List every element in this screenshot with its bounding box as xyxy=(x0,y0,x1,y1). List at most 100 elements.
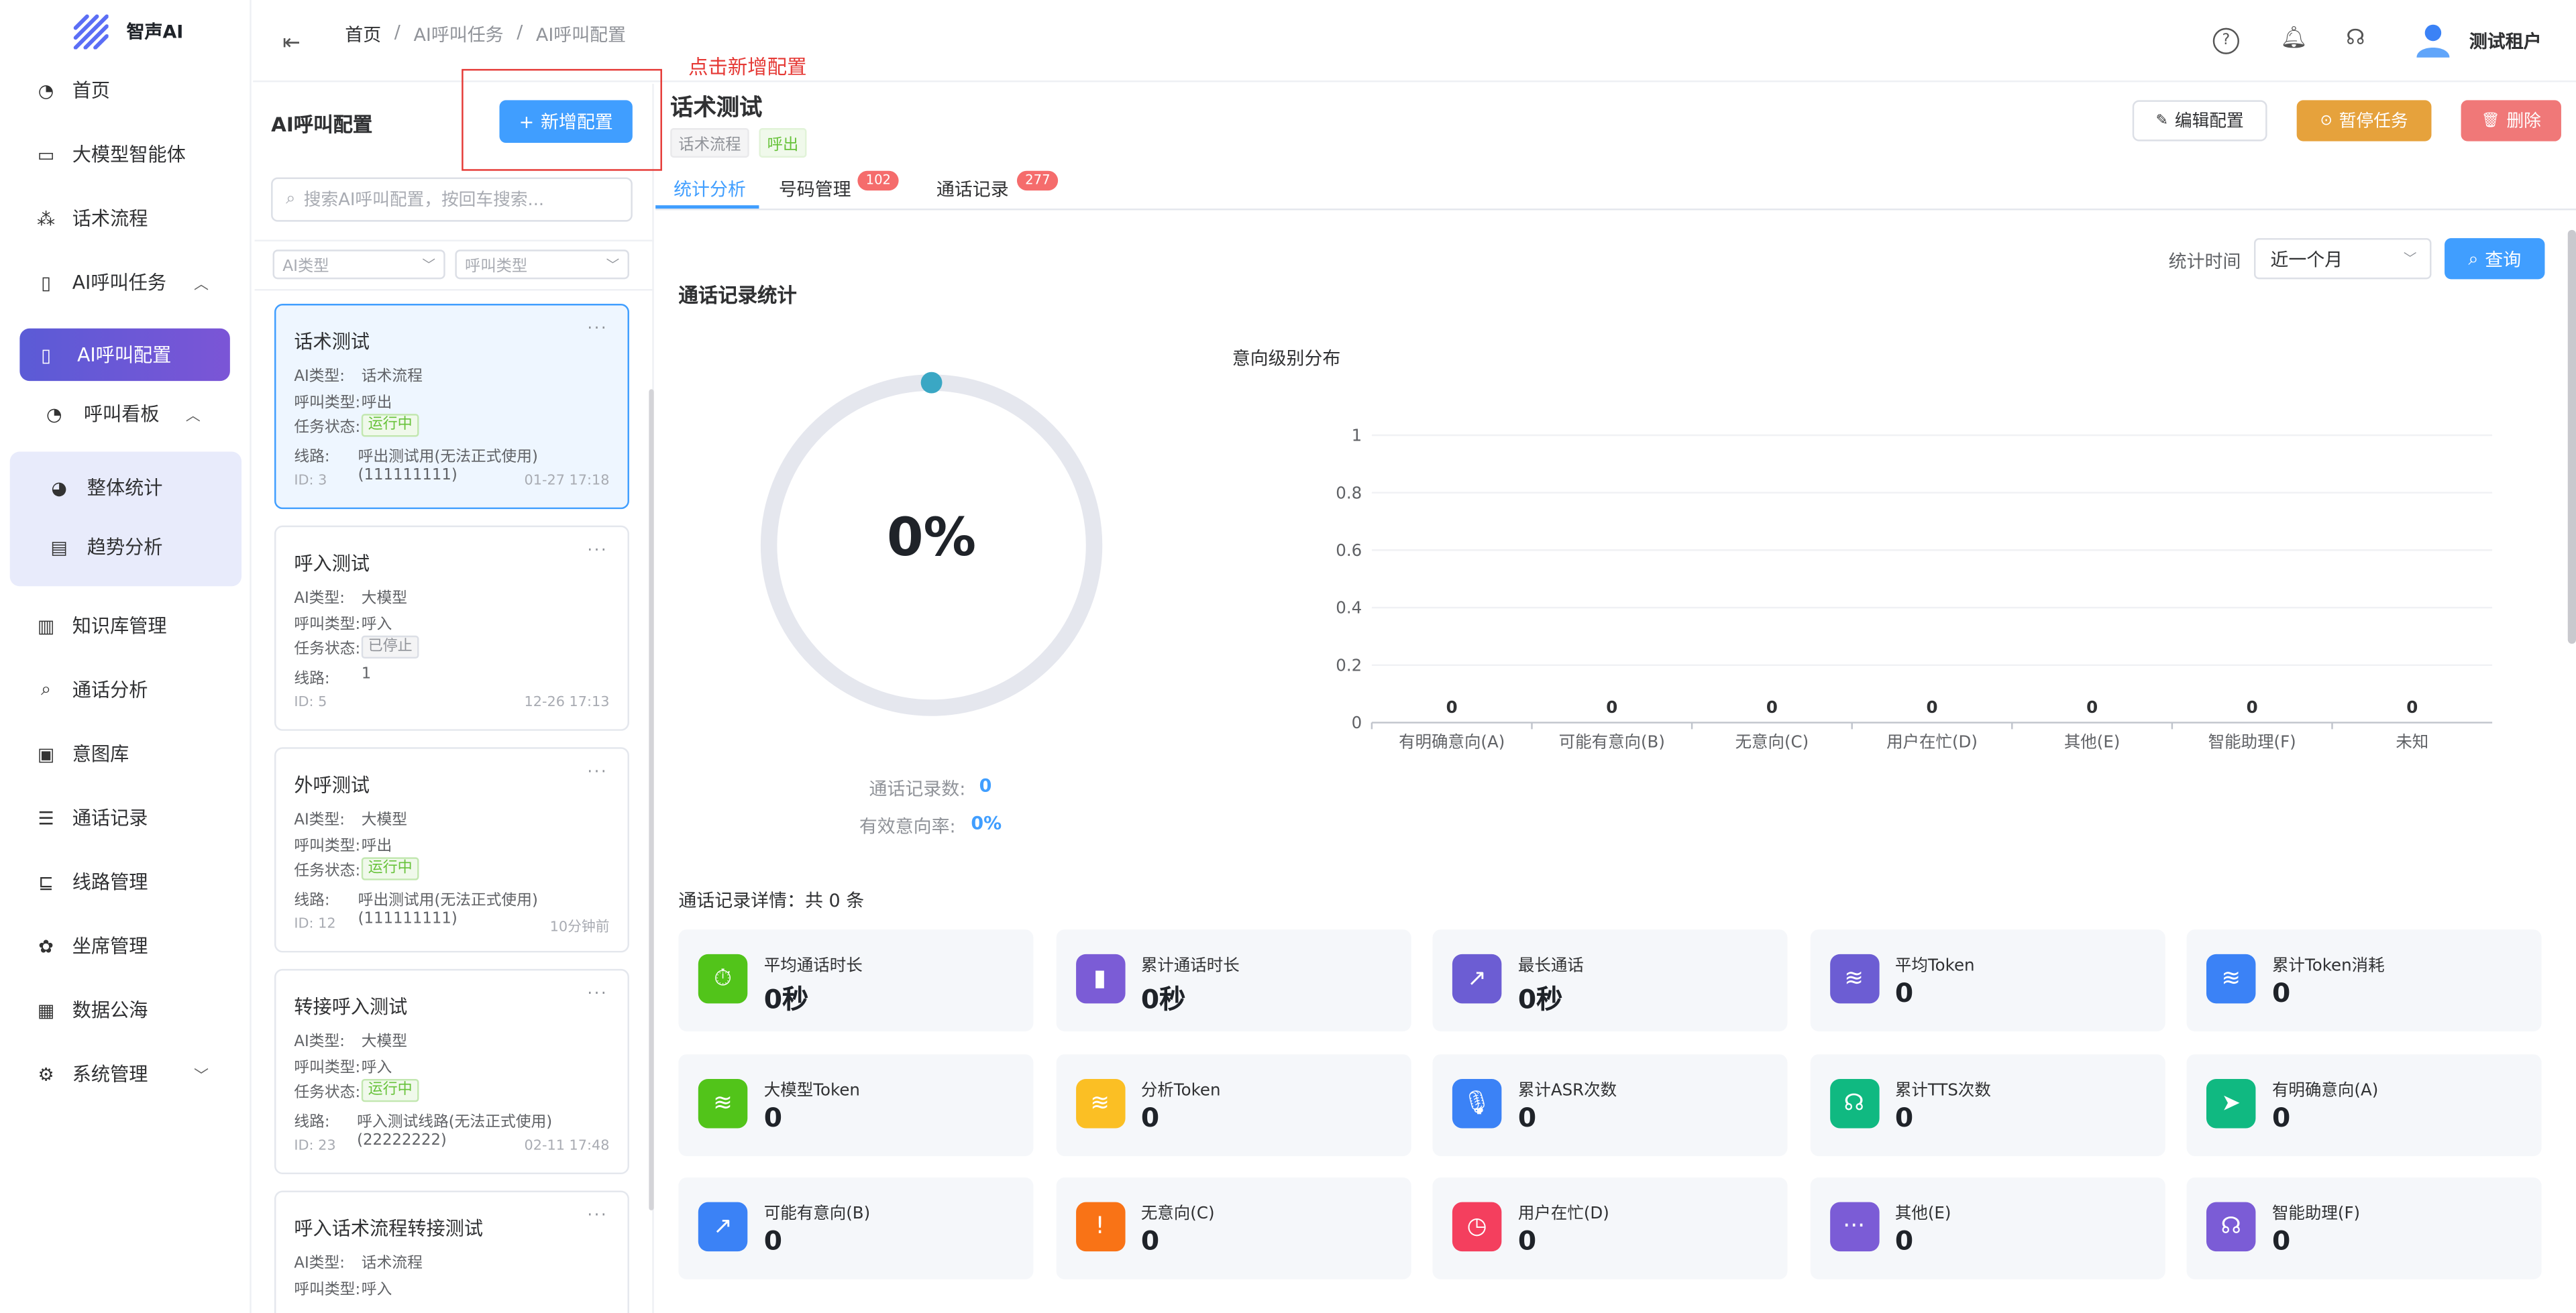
phone-icon: ▯ xyxy=(41,272,51,294)
sidebar-item-home[interactable]: ◔ 首页 xyxy=(0,66,252,115)
sidebar-item-knowledge-base[interactable]: ▥ 知识库管理 xyxy=(0,601,252,650)
card-title: 外呼测试 xyxy=(294,773,370,797)
card-title: 话术测试 xyxy=(294,330,370,353)
stat-card: 🎙︎ 累计ASR次数 0 xyxy=(1432,1053,1788,1155)
search-input[interactable]: ⌕ 搜索AI呼叫配置，按回车搜索... xyxy=(271,177,633,222)
stat-label: 用户在忙(D) xyxy=(1517,1205,1609,1224)
sidebar-item-call-board[interactable]: ◔ 呼叫看板 ︿ xyxy=(0,389,252,438)
breadcrumb-home[interactable]: 首页 xyxy=(345,24,382,46)
phone-icon: ▯ xyxy=(41,344,51,365)
intent-distribution-chart: 0 0.2 0.4 0.6 0.8 1 0 有明确意向(A) 0 可能有意向(B) 0 无意向(C) 0… xyxy=(1336,426,2493,751)
x-tick-label: 可能有意向(B) xyxy=(1559,732,1665,751)
sidebar-item-intent-library[interactable]: ▣ 意图库 xyxy=(0,729,252,778)
card-title: 呼入测试 xyxy=(294,551,370,575)
edit-icon: ✎ xyxy=(2155,112,2169,129)
help-icon[interactable]: ? xyxy=(2212,27,2239,54)
sidebar-item-line-management[interactable]: ⊑ 线路管理 xyxy=(0,857,252,906)
headset-icon[interactable]: ☊ xyxy=(2346,26,2365,51)
database-icon: ≋ xyxy=(2206,954,2256,1004)
bar-value-label: 0 xyxy=(1766,697,1778,717)
stat-value: 0 xyxy=(1517,1101,1537,1133)
trash-icon: 🗑︎ xyxy=(2481,112,2500,129)
chevron-down-icon: ﹀ xyxy=(606,257,620,272)
avatar[interactable] xyxy=(2414,19,2453,59)
stat-card: ≋ 分析Token 0 xyxy=(1055,1053,1411,1155)
config-card[interactable]: 转接呼入测试 ··· AI类型: 大模型 呼叫类型: 呼入 任务状态: 运行中 线路:… xyxy=(274,968,629,1175)
database-icon: ▣ xyxy=(37,743,55,765)
menu-collapse-icon[interactable]: ⇤ xyxy=(282,31,301,56)
valid-rate-value: 0% xyxy=(971,813,1002,835)
x-tick-label: 未知 xyxy=(2396,732,2428,751)
annotation-highlight-box xyxy=(462,68,662,171)
chart-pie-icon: ◕ xyxy=(51,477,67,499)
sidebar-item-system-management[interactable]: ⚙ 系统管理 ﹀ xyxy=(0,1049,252,1098)
stat-card: ➤ 有明确意向(A) 0 xyxy=(2186,1053,2542,1155)
y-tick-label: 0 xyxy=(1352,713,1362,732)
query-button[interactable]: ⌕ 查询 xyxy=(2445,238,2545,280)
stat-label: 平均通话时长 xyxy=(763,957,863,976)
chevron-down-icon: ﹀ xyxy=(193,1068,209,1085)
chart-title: 意向级别分布 xyxy=(1232,348,1341,370)
list-scrollbar[interactable] xyxy=(649,389,654,1210)
more-icon[interactable]: ··· xyxy=(587,1207,608,1225)
config-card[interactable]: 话术测试 ··· AI类型: 话术流程 呼叫类型: 呼出 任务状态: 运行中 线路: 呼… xyxy=(274,304,629,510)
tab-badge: 102 xyxy=(857,170,900,191)
y-tick-label: 1 xyxy=(1352,426,1362,445)
pause-icon: ⊙ xyxy=(2320,112,2332,129)
sidebar-item-ai-call-task[interactable]: ▯ AI呼叫任务 ︿ xyxy=(0,258,252,306)
sidebar-item-agent-management[interactable]: ✿ 坐席管理 xyxy=(0,921,252,970)
config-card[interactable]: 呼入话术流程转接测试 ··· AI类型: 话术流程 呼叫类型: 呼入 xyxy=(274,1190,629,1313)
sidebar-item-data-pool[interactable]: ▦ 数据公海 xyxy=(0,985,252,1034)
bell-icon[interactable]: 🔔︎ xyxy=(2280,26,2308,51)
dashboard-icon: ◔ xyxy=(46,403,62,425)
pause-task-button[interactable]: ⊙ 暂停任务 xyxy=(2296,100,2432,141)
stat-value: 0秒 xyxy=(1517,983,1563,1015)
more-icon[interactable]: ··· xyxy=(587,763,608,782)
sidebar-item-overall-stats[interactable]: ◕ 整体统计 xyxy=(0,463,252,512)
stat-label: 累计ASR次数 xyxy=(1517,1081,1617,1100)
sidebar-item-call-analysis[interactable]: ⌕ 通话分析 xyxy=(0,665,252,714)
record-count-value: 0 xyxy=(979,775,992,797)
sidebar-item-script-flow[interactable]: ⁂ 话术流程 xyxy=(0,194,252,243)
stat-card: ! 无意向(C) 0 xyxy=(1055,1177,1411,1279)
breadcrumb-ai-call-task[interactable]: AI呼叫任务 xyxy=(413,24,504,46)
send-icon: ➤ xyxy=(2206,1078,2256,1128)
bar-value-label: 0 xyxy=(1926,697,1937,717)
config-card[interactable]: 外呼测试 ··· AI类型: 大模型 呼叫类型: 呼出 任务状态: 运行中 线路: 呼出… xyxy=(274,747,629,953)
tab-statistics[interactable]: 统计分析 xyxy=(674,178,746,201)
tab-call-records[interactable]: 通话记录 xyxy=(936,178,1009,201)
sidebar-item-llm-agent[interactable]: ▭ 大模型智能体 xyxy=(0,129,252,178)
headset-icon: ☊ xyxy=(2206,1202,2256,1252)
status-badge: 运行中 xyxy=(361,1078,419,1102)
more-icon[interactable]: ··· xyxy=(587,542,608,561)
gear-icon: ⚙ xyxy=(38,1063,54,1085)
call-type-select[interactable]: 呼叫类型 ﹀ xyxy=(455,249,629,280)
status-badge: 运行中 xyxy=(361,857,419,880)
brand-logo-icon xyxy=(73,14,109,50)
stat-card: ··· 其他(E) 0 xyxy=(1809,1177,2165,1279)
sidebar-item-trend-analysis[interactable]: ▤ 趋势分析 xyxy=(0,522,252,571)
stat-value: 0 xyxy=(1517,1224,1537,1257)
sidebar-item-call-records[interactable]: ☰ 通话记录 xyxy=(0,793,252,842)
stat-label: 分析Token xyxy=(1140,1081,1221,1100)
more-icon[interactable]: ··· xyxy=(587,985,608,1004)
stat-value: 0 xyxy=(1894,1224,1914,1257)
stat-card: ↗ 最长通话 0秒 xyxy=(1432,929,1788,1031)
active-tab-indicator xyxy=(655,205,759,209)
stat-value: 0 xyxy=(763,1224,783,1257)
stat-cards-grid: ⏱︎ 平均通话时长 0秒 ▮ 累计通话时长 0秒 ↗ 最长通话 0秒 ≋ 平均Token 0 ≋ 累计To… xyxy=(678,929,2544,1281)
config-card[interactable]: 呼入测试 ··· AI类型: 大模型 呼叫类型: 呼入 任务状态: 已停止 线路: 1 … xyxy=(274,525,629,731)
stat-value: 0 xyxy=(2271,1224,2291,1257)
tab-number-management[interactable]: 号码管理 xyxy=(778,178,851,201)
edit-config-button[interactable]: ✎ 编辑配置 xyxy=(2132,100,2267,141)
delete-button[interactable]: 🗑︎ 删除 xyxy=(2461,100,2561,141)
add-config-button[interactable]: + 新增配置 xyxy=(499,100,633,144)
sidebar-item-ai-call-config[interactable]: ▯ AI呼叫配置 xyxy=(19,328,230,382)
user-name[interactable]: 测试租户 xyxy=(2469,31,2542,53)
time-range-select[interactable]: 近一个月 ﹀ xyxy=(2254,238,2432,280)
more-icon[interactable]: ··· xyxy=(587,320,608,339)
ai-type-select[interactable]: AI类型 ﹀ xyxy=(272,249,445,280)
main-scrollbar[interactable] xyxy=(2567,229,2576,644)
bar-value-label: 0 xyxy=(2247,697,2258,717)
search-icon: ⌕ xyxy=(40,678,52,700)
